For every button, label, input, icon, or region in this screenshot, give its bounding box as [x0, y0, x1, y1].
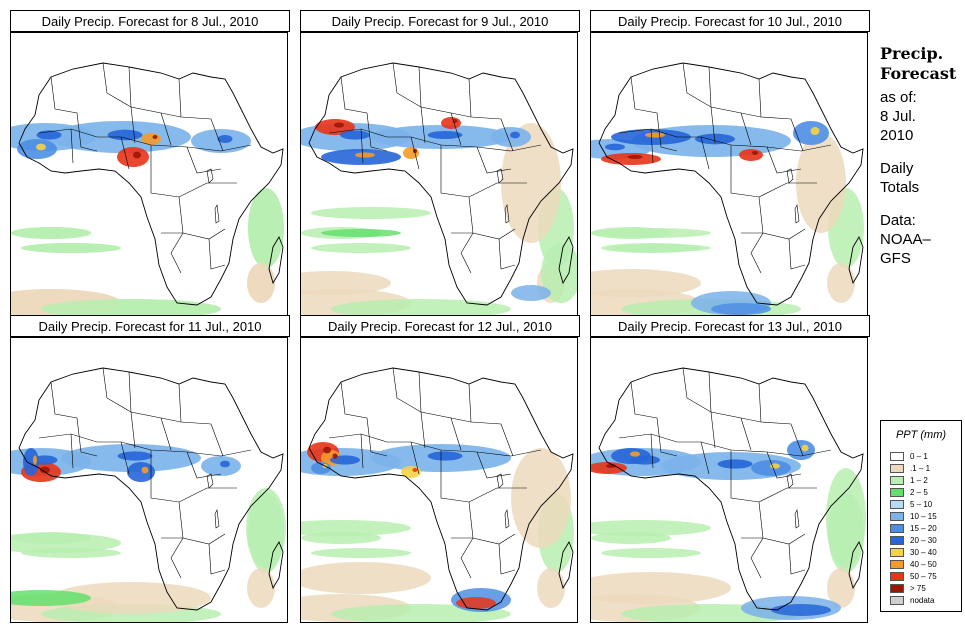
legend-swatch	[890, 475, 904, 485]
legend-item: 20 – 30	[890, 535, 937, 545]
data-model: GFS	[880, 250, 911, 267]
legend-label: > 75	[910, 583, 926, 593]
legend-label: 20 – 30	[910, 535, 937, 545]
legend-item: 50 – 75	[890, 571, 937, 581]
legend-label: .1 – 1	[910, 463, 931, 473]
legend-item: 30 – 40	[890, 547, 937, 557]
panel-title: Daily Precip. Forecast for 10 Jul., 2010	[590, 10, 870, 32]
legend-label: 10 – 15	[910, 511, 937, 521]
panel-title: Daily Precip. Forecast for 11 Jul., 2010	[10, 315, 290, 337]
legend-item: 1 – 2	[890, 475, 928, 485]
panel-title: Daily Precip. Forecast for 8 Jul., 2010	[10, 10, 290, 32]
legend-label: nodata	[910, 595, 935, 605]
legend-swatch	[890, 463, 904, 473]
legend-swatch	[890, 559, 904, 569]
legend-item: > 75	[890, 583, 926, 593]
legend-swatch	[890, 499, 904, 509]
legend-swatch	[890, 547, 904, 557]
panel-title: Daily Precip. Forecast for 9 Jul., 2010	[300, 10, 580, 32]
africa-map	[10, 32, 288, 318]
legend-item: .1 – 1	[890, 463, 930, 473]
asof-label: as of:	[880, 89, 917, 106]
legend-item: 40 – 50	[890, 559, 937, 569]
legend-label: 0 – 1	[910, 451, 928, 461]
totals-label: Totals	[880, 179, 920, 196]
legend-item: 2 – 5	[890, 487, 928, 497]
legend-label: 30 – 40	[910, 547, 937, 557]
legend-item: 15 – 20	[890, 523, 937, 533]
data-source: NOAA–	[880, 231, 931, 248]
legend-swatch	[890, 511, 904, 521]
asof-year: 2010	[880, 127, 914, 144]
panel-title: Daily Precip. Forecast for 13 Jul., 2010	[590, 315, 870, 337]
side-info: Precip. Forecast as of: 8 Jul. 2010 Dail…	[880, 44, 962, 268]
legend-swatch	[890, 535, 904, 545]
legend-title: PPT (mm)	[895, 429, 947, 441]
asof-date: 8 Jul.	[880, 108, 916, 125]
legend-swatch	[890, 595, 904, 605]
africa-map	[590, 32, 868, 318]
daily-label: Daily	[880, 160, 914, 177]
legend-label: 40 – 50	[910, 559, 937, 569]
africa-map	[10, 337, 288, 623]
legend-swatch	[890, 583, 904, 593]
legend-item: 5 – 10	[890, 499, 932, 509]
legend-swatch	[890, 487, 904, 497]
africa-map	[300, 337, 578, 623]
legend-label: 5 – 10	[910, 499, 933, 509]
heading-forecast: Forecast	[880, 64, 957, 83]
africa-map	[300, 32, 578, 318]
legend-item: 0 – 1	[890, 451, 928, 461]
legend-label: 1 – 2	[910, 475, 928, 485]
legend-label: 2 – 5	[910, 487, 928, 497]
panel-title: Daily Precip. Forecast for 12 Jul., 2010	[300, 315, 580, 337]
legend-swatch	[890, 523, 904, 533]
legend-label: 15 – 20	[910, 523, 937, 533]
legend: PPT (mm) 0 – 1 .1 – 1 1 – 2 2 – 5 5 – 10…	[880, 420, 962, 612]
legend-swatch	[890, 571, 904, 581]
data-label: Data:	[880, 212, 916, 229]
legend-item: 10 – 15	[890, 511, 937, 521]
legend-item: nodata	[890, 595, 934, 605]
africa-map	[590, 337, 868, 623]
legend-swatch	[890, 451, 904, 461]
legend-label: 50 – 75	[910, 571, 937, 581]
heading-precip: Precip.	[880, 44, 944, 63]
